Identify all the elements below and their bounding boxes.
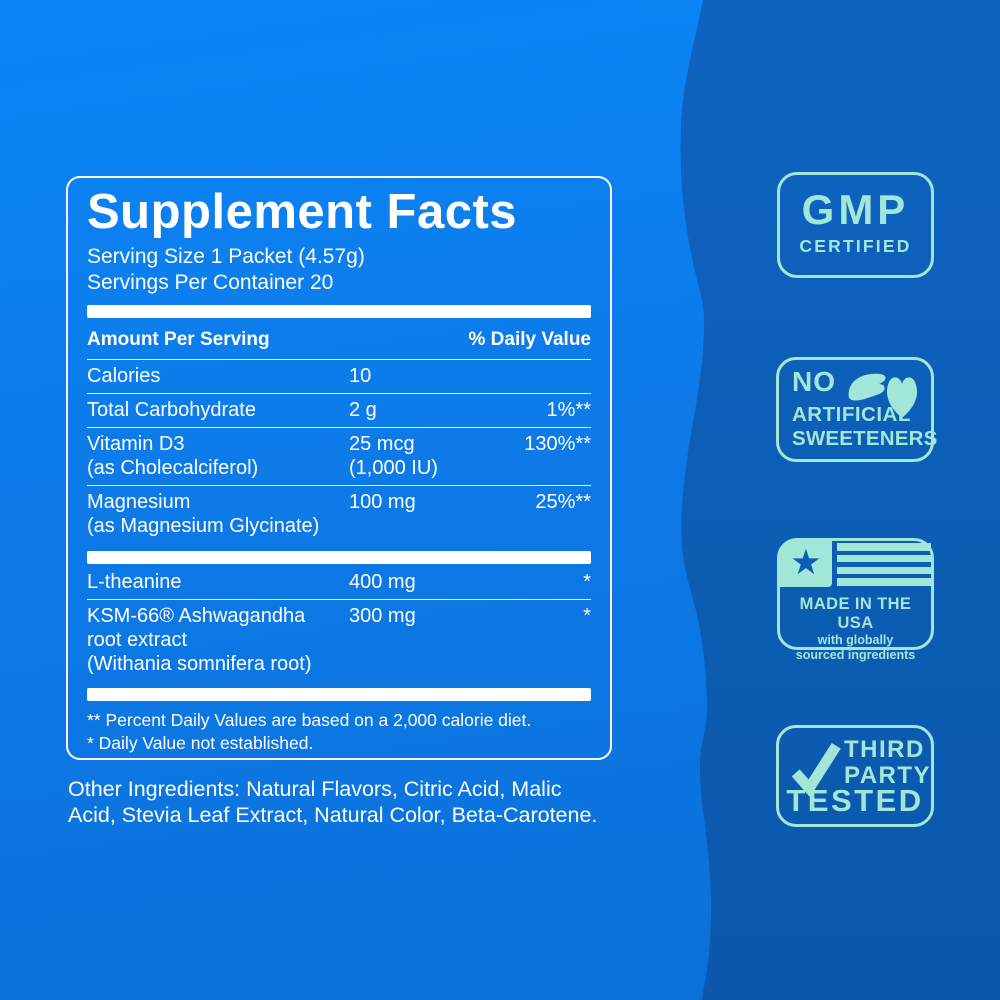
nas-line3: SWEETENERS [792,427,938,450]
nas-line2: ARTIFICIAL [792,403,911,426]
servings-per-container-text: Servings Per Container 20 [87,270,334,294]
nutrient-amount-sub: (1,000 IU) [349,456,438,479]
usa-flag-icon: ★ [780,541,931,587]
panel-title: Supplement Facts [87,185,518,239]
nutrient-amount: 2 g [349,398,377,421]
tpt-word1: THIRD [844,736,925,763]
nutrient-dv: 1%** [546,398,591,421]
nutrient-name-sub: (as Cholecalciferol) [87,456,259,479]
amount-per-serving-header: Amount Per Serving [87,328,270,350]
usa-title: MADE IN THE USA [799,595,912,632]
nutrient-amount: 25 mcg [349,432,415,455]
usa-subtitle-1: with globally [817,633,894,647]
nutrient-dv: 130%** [524,432,591,455]
flag-stripes [837,543,931,586]
checkmark-icon [791,742,841,796]
nutrient-name-sub: (as Magnesium Glycinate) [87,514,320,537]
nutrient-dv [499,364,591,388]
nutrient-name-line2: root extract [87,628,188,651]
nutrient-row-ashwagandha: KSM-66® Ashwagandha root extract (Withan… [87,600,591,681]
nutrient-row-vitamin-d3: Vitamin D3 (as Cholecalciferol) 25 mcg (… [87,428,591,486]
nutrient-name: Calories [87,364,161,387]
table-header: Amount Per Serving % Daily Value [87,322,591,360]
footnote-not-established: * Daily Value not established. [87,732,314,753]
tpt-word2: PARTY [844,762,932,789]
footnotes: ** Percent Daily Values are based on a 2… [87,709,591,755]
daily-value-header: % Daily Value [468,328,591,350]
thick-divider-bar [87,304,591,318]
no-artificial-sweeteners-badge: NO ARTIFICIAL SWEETENERS [776,357,937,462]
nutrient-dv: 25%** [535,490,591,513]
nutrient-amount: 100 mg [349,490,416,513]
nutrient-name: Vitamin D3 [87,432,185,455]
nutrient-row-magnesium: Magnesium (as Magnesium Glycinate) 100 m… [87,486,591,543]
serving-size-text: Serving Size 1 Packet (4.57g) [87,244,365,268]
gmp-subtitle: CERTIFIED [799,236,912,256]
nutrient-name-sub: (Withania somnifera root) [87,652,312,675]
supplement-facts-panel: Supplement Facts Serving Size 1 Packet (… [66,176,612,760]
nutrient-amount: 400 mg [349,570,416,593]
thick-divider-bar [87,550,591,564]
nutrient-row-carbohydrate: Total Carbohydrate 2 g 1%** [87,394,591,428]
nutrient-dv: * [583,570,591,593]
leaves-icon [848,373,918,418]
nas-line1: NO [792,366,836,397]
nutrient-name: Magnesium [87,490,191,513]
nutrient-row-calories: Calories 10 [87,360,591,394]
tpt-word3: TESTED [786,783,924,818]
footnote-daily-values: ** Percent Daily Values are based on a 2… [87,709,532,730]
nutrient-amount: 300 mg [349,604,416,627]
nutrient-name: L-theanine [87,570,182,593]
nutrient-amount: 10 [349,364,372,387]
other-ingredients-text: Other Ingredients: Natural Flavors, Citr… [68,777,598,827]
nutrient-name: KSM-66® Ashwagandha [87,604,306,627]
made-in-usa-badge: ★ MADE IN THE USA with globally sourced … [777,538,934,662]
usa-subtitle-2: sourced ingredients [795,648,916,662]
third-party-tested-badge: THIRD PARTY TESTED [776,725,934,827]
nutrient-row-l-theanine: L-theanine 400 mg * [87,566,591,600]
thick-divider-bar [87,687,591,701]
nutrient-name: Total Carbohydrate [87,398,256,421]
nutrient-dv: * [583,604,591,627]
star-icon: ★ [790,543,822,582]
gmp-title: GMP [801,186,910,233]
gmp-certified-badge: GMP CERTIFIED [777,172,934,278]
flag-star-block: ★ [780,541,832,587]
